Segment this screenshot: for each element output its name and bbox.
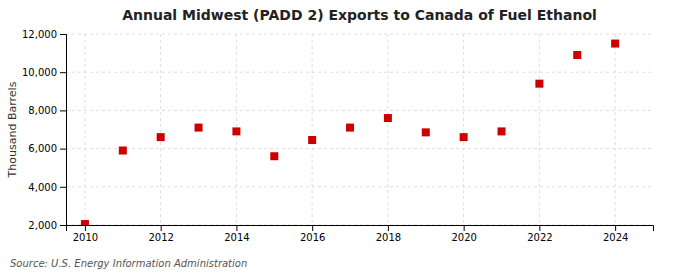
point: [535, 80, 543, 88]
grid-line-y: [66, 110, 653, 111]
grid-line-y: [66, 148, 653, 149]
x-tick-label: 2016: [300, 232, 325, 243]
y-tick-label: 6,000: [28, 143, 57, 154]
point: [195, 124, 203, 132]
x-tick-mark: [539, 225, 540, 231]
y-tick-label: 2,000: [28, 220, 57, 231]
x-tick: 2012: [148, 225, 173, 243]
grid-line-y: [66, 34, 653, 35]
point: [498, 127, 506, 135]
grid-line-x: [312, 34, 313, 225]
plot: 2010 2012 2014 2016 2018 2020 2022 2024 2,000 4,0…: [22, 29, 654, 243]
x-tick: 2010: [73, 225, 98, 243]
y-tick-mark: [60, 149, 66, 150]
y-tick: 10,000: [22, 67, 66, 78]
x-tick: 2014: [224, 225, 249, 243]
y-axis-title: Thousand Barrels: [6, 81, 19, 178]
point: [460, 133, 468, 141]
x-tick-mark: [388, 225, 389, 231]
point: [157, 133, 165, 141]
x-tick: 2024: [603, 225, 628, 243]
point: [308, 136, 316, 144]
y-axis: 2,000 4,000 6,000 8,000 10,000 12,000: [22, 29, 67, 231]
point: [119, 147, 127, 155]
grid-line-x: [84, 34, 85, 225]
y-tick-label: 8,000: [28, 105, 57, 116]
y-tick-mark: [60, 225, 66, 226]
point: [270, 152, 278, 160]
grid-line-x: [160, 34, 161, 225]
grid-line-x: [387, 34, 388, 225]
grid-line-y: [66, 186, 653, 187]
point: [81, 220, 89, 225]
x-tick-label: 2010: [73, 232, 98, 243]
y-axis-line: [60, 35, 67, 226]
y-tick: 6,000: [28, 143, 66, 154]
y-tick: 8,000: [28, 105, 66, 116]
x-tick-mark: [615, 225, 616, 231]
x-tick-label: 2012: [148, 232, 173, 243]
y-tick-label: 4,000: [28, 182, 57, 193]
grid-line-y: [66, 72, 653, 73]
x-tick: 2016: [300, 225, 325, 243]
x-tick-mark: [161, 225, 162, 231]
x-tick-mark: [312, 225, 313, 231]
y-tick-mark: [60, 34, 66, 35]
x-tick-label: 2014: [224, 232, 249, 243]
x-tick-label: 2018: [376, 232, 401, 243]
title: Annual Midwest (PADD 2) Exports to Canad…: [122, 7, 597, 23]
point: [384, 114, 392, 122]
x-axis: 2010 2012 2014 2016 2018 2020 2022 2024: [67, 225, 654, 243]
point: [422, 128, 430, 136]
x-tick-mark: [464, 225, 465, 231]
y-tick-label: 12,000: [22, 29, 57, 40]
x-tick-label: 2022: [527, 232, 552, 243]
y-tick-mark: [60, 110, 66, 111]
y-tick-label: 10,000: [22, 67, 57, 78]
x-tick-mark: [236, 225, 237, 231]
y-tick-mark: [60, 72, 66, 73]
x-tick: 2018: [376, 225, 401, 243]
x-tick-label: 2024: [603, 232, 628, 243]
y-tick-mark: [60, 187, 66, 188]
grid-line-x: [463, 34, 464, 225]
x-tick-label: 2020: [451, 232, 476, 243]
y-tick: 2,000: [28, 220, 66, 231]
x-tick-mark: [85, 225, 86, 231]
point: [611, 40, 619, 48]
y-tick: 4,000: [28, 182, 66, 193]
x-tick: 2022: [527, 225, 552, 243]
points: [81, 40, 619, 225]
chart: 2010 2012 2014 2016 2018 2020 2022 2024 2,000 4,0…: [0, 0, 675, 275]
y-tick: 12,000: [22, 29, 66, 40]
point: [232, 127, 240, 135]
source: Source: U.S. Energy Information Administ…: [10, 258, 247, 269]
x-tick: 2020: [451, 225, 476, 243]
grid-line-x: [615, 34, 616, 225]
grid-line-x: [539, 34, 540, 225]
point: [573, 51, 581, 59]
point: [346, 124, 354, 132]
x-axis-line: [67, 226, 654, 232]
grid: [66, 34, 653, 225]
